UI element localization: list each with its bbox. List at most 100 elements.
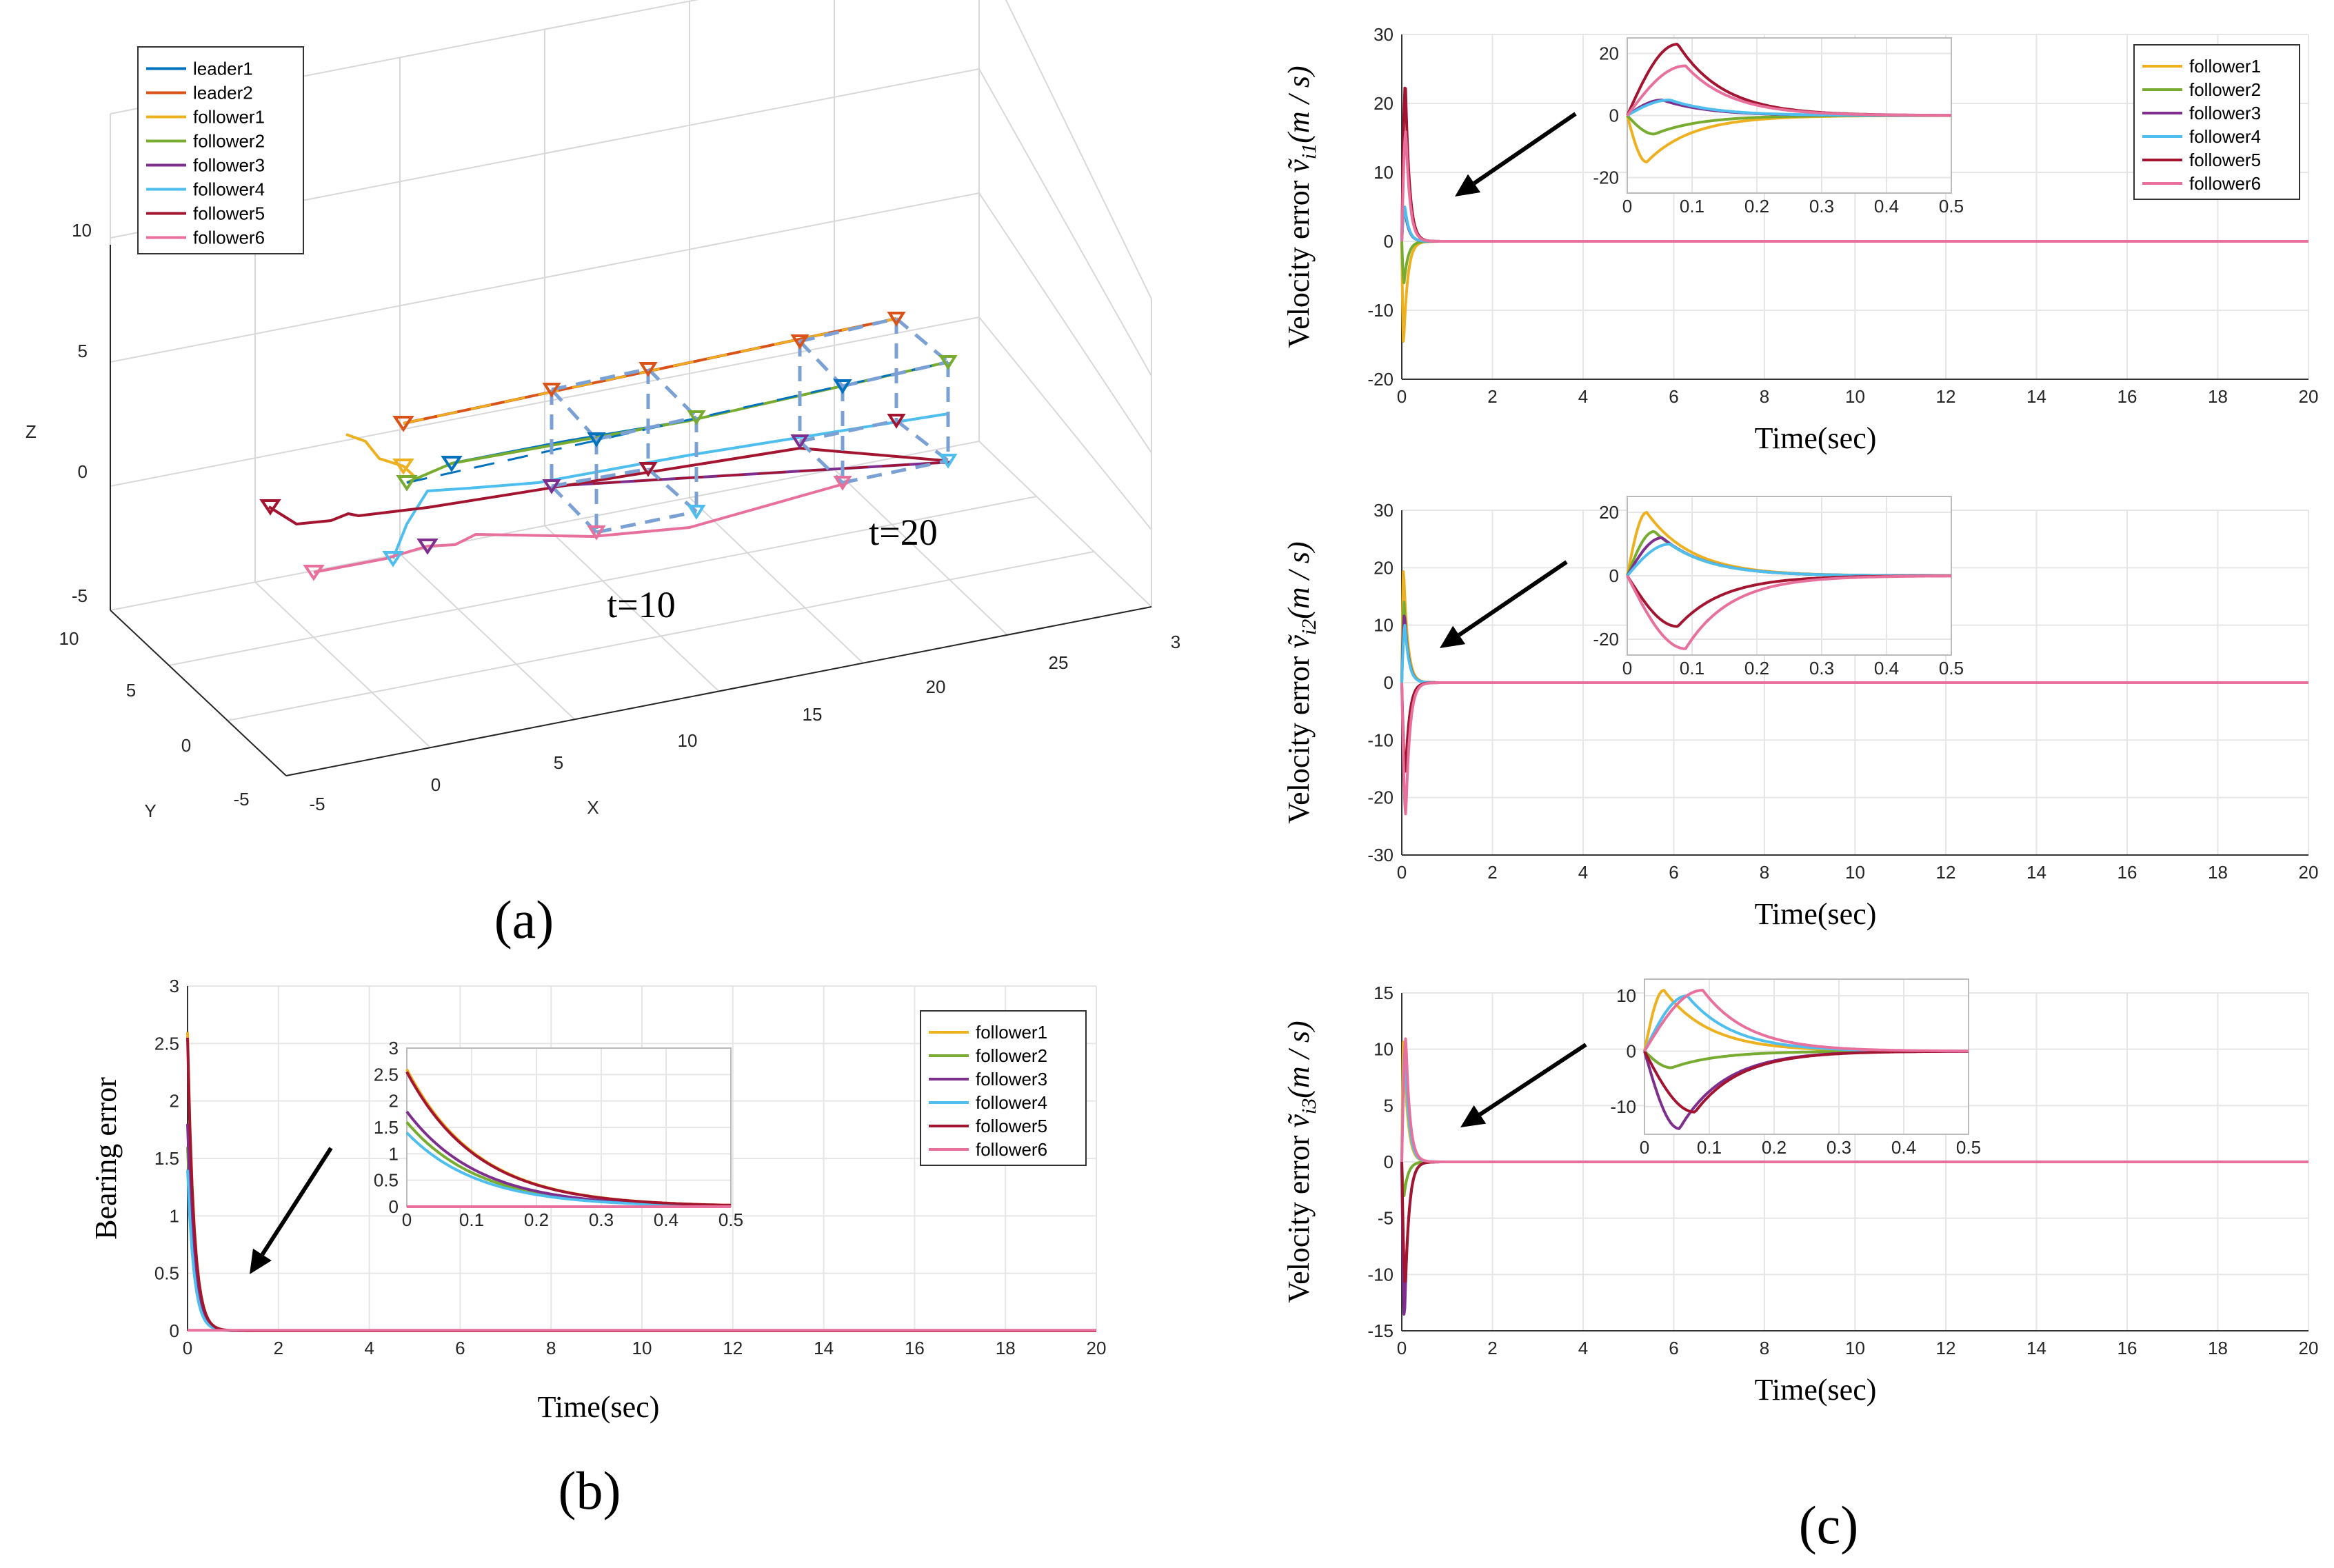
x-tick-label: 16	[2117, 386, 2137, 407]
grid-line	[399, 553, 576, 721]
grid-line	[978, 316, 1152, 531]
x-tick-label: 2	[1487, 862, 1497, 883]
box-edge	[1005, 0, 1152, 300]
y-tick-label: 2	[170, 1091, 179, 1112]
x-tick-label: 14	[2026, 1338, 2046, 1358]
arrow-c1-head	[1455, 174, 1481, 197]
formation-frame-edge	[798, 440, 844, 484]
x-tick-label: 4	[1578, 386, 1588, 407]
inset-series-follower5	[405, 1071, 732, 1207]
y-tick-label: 0	[1627, 1041, 1636, 1061]
y-tick-label: 0	[1384, 1152, 1394, 1172]
x-axis-title-c1: Time(sec)	[1755, 421, 1877, 455]
y-tick-label: 1.5	[154, 1148, 179, 1169]
legend-label-follower1: follower1	[976, 1022, 1047, 1043]
agent-marker	[938, 454, 958, 469]
start-marker	[396, 475, 418, 492]
y-tick-label: -20	[1593, 168, 1619, 188]
agent-marker	[833, 476, 852, 491]
y-tick-label: 10	[1374, 1039, 1394, 1060]
x-axis-title-c3: Time(sec)	[1755, 1373, 1877, 1407]
agent-marker	[687, 505, 706, 520]
formation-frame-edge	[895, 317, 949, 363]
x-tick-label: 10	[678, 730, 698, 751]
x-tick-label: 0	[183, 1338, 192, 1358]
x-tick-label: 18	[2208, 1338, 2228, 1358]
formation-frame-edge	[550, 485, 598, 534]
y-tick-label: -5	[233, 789, 249, 810]
y-tick-label: 0	[1609, 565, 1619, 586]
x-tick-label: 8	[1760, 1338, 1769, 1358]
z-tick-label: -5	[72, 585, 88, 606]
y-tick-label: 0	[1609, 105, 1619, 126]
y-tick-label: 30	[1374, 500, 1394, 521]
y-tick-label: 0	[389, 1196, 399, 1217]
x-tick-label: 0.4	[654, 1209, 678, 1230]
trajectory-follower4	[392, 412, 949, 559]
y-tick-label: 20	[1374, 93, 1394, 114]
start-marker	[303, 565, 325, 581]
grid-line	[227, 551, 1094, 721]
arrow-c3-shaft	[1478, 1043, 1587, 1116]
y-tick-label: -20	[1367, 369, 1394, 390]
grid-line	[834, 469, 1008, 636]
x-tick-label: 2	[1487, 386, 1497, 407]
x-tick-label: 0.2	[1762, 1137, 1787, 1158]
x-tick-label: 0.1	[459, 1209, 484, 1230]
arrow-b-shaft	[260, 1147, 333, 1256]
formation-frame-edge	[799, 316, 897, 343]
y-axis-title-c1: Velocity error ṽi1(m / s)	[1282, 66, 1320, 348]
legend-label-follower2: follower2	[193, 131, 265, 152]
x-tick-label: 5	[554, 752, 563, 773]
x-tick-label: 20	[2299, 862, 2319, 883]
annotation-t10: t=10	[607, 584, 675, 625]
y-tick-label: 0	[181, 735, 191, 756]
x-tick-label: 0.5	[718, 1209, 743, 1230]
agent-marker	[687, 410, 706, 425]
legend-label-follower4: follower4	[976, 1092, 1047, 1113]
y-tick-label: 0	[1384, 672, 1394, 693]
x-tick-label: 20	[926, 676, 946, 697]
start-marker	[392, 459, 414, 475]
x-tick-label: 2	[274, 1338, 283, 1358]
x-tick-label: 10	[1845, 386, 1865, 407]
agent-marker	[833, 379, 852, 394]
formation-frame-edge	[798, 340, 844, 388]
agent-marker	[790, 434, 809, 450]
agent-marker	[938, 355, 958, 370]
x-tick-label: 0.5	[1939, 658, 1964, 679]
x-tick-label: 16	[2117, 862, 2137, 883]
x-tick-label: 6	[1669, 386, 1678, 407]
x-axis-title-b: Time(sec)	[538, 1390, 660, 1424]
trajectory-follower6	[313, 481, 849, 574]
formation-frame-edge	[550, 388, 598, 441]
y-tick-label: 20	[1374, 557, 1394, 578]
x-tick-label: 0	[1622, 658, 1632, 679]
y-tick-label: 20	[1599, 43, 1619, 64]
legend-label-follower5: follower5	[976, 1116, 1047, 1136]
start-marker	[382, 551, 404, 567]
legend-label-follower6: follower6	[193, 228, 265, 248]
y-axis-title-c2: Velocity error ṽi2(m / s)	[1282, 541, 1320, 823]
y-axis-title: Y	[144, 801, 156, 821]
x-tick-label: 20	[2299, 386, 2319, 407]
start-marker	[392, 416, 414, 432]
formation-frame-edge	[842, 459, 949, 485]
arrow-c2-head	[1440, 625, 1466, 648]
grid-line	[978, 68, 1152, 376]
x-tick-label: 0	[1397, 862, 1407, 883]
legend-label-follower5: follower5	[2189, 150, 2261, 170]
x-tick-label: 12	[1936, 862, 1956, 883]
inset-series-follower6	[1626, 64, 1951, 117]
x-tick-label: 20	[2299, 1338, 2319, 1358]
formation-frame-edge	[596, 510, 697, 534]
legend-box	[2133, 44, 2300, 200]
y-tick-label: 10	[59, 628, 79, 649]
x-tick-label: 16	[905, 1338, 925, 1358]
annotation-t20: t=20	[869, 512, 937, 553]
legend-label-leader2: leader2	[193, 83, 253, 103]
x-tick-label: 0.2	[1744, 196, 1769, 217]
